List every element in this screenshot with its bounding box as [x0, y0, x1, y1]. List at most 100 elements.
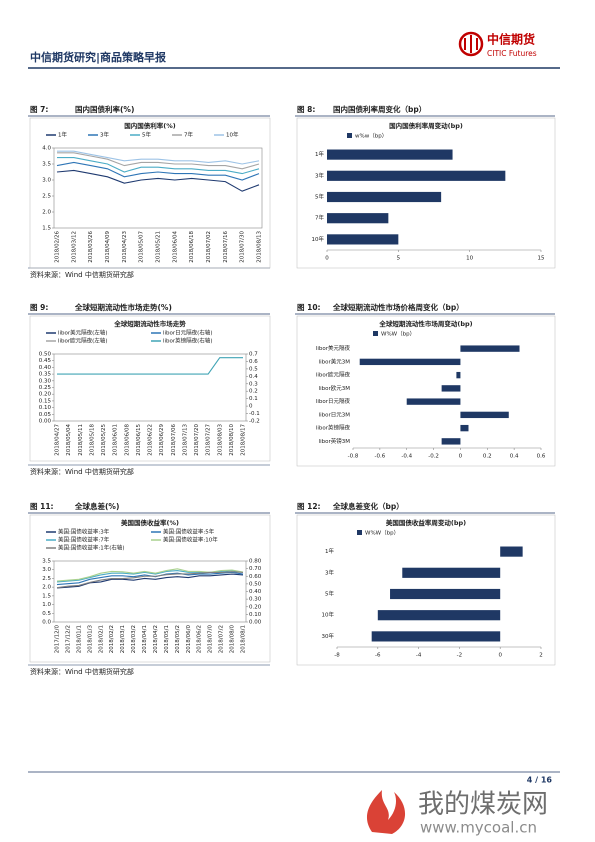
- category-label: libor美元隔夜: [316, 344, 351, 352]
- x-tick-label: 2018/06/0: [186, 625, 192, 654]
- y2-tick-label: 0.6: [249, 359, 258, 365]
- x-tick-label: 2018/04/2: [153, 625, 159, 653]
- x-tick-label: 5: [397, 256, 401, 262]
- category-label: libor日元3M: [319, 411, 351, 418]
- y-tick-label: 2.0: [42, 585, 51, 591]
- x-tick-label: 2018/06/04: [172, 231, 178, 263]
- category-label: 5年: [315, 193, 324, 201]
- y-tick-label: 0.0: [42, 620, 51, 626]
- header-title: 中信期货研究|商品策略早报: [30, 50, 167, 64]
- x-tick-label: -0.4: [401, 454, 412, 460]
- x-tick-label: 2018/06/15: [136, 424, 142, 456]
- x-tick-label: 2018/08/10: [229, 424, 235, 456]
- category-label: libor欧元3M: [319, 384, 351, 392]
- x-tick-label: 2018/02/26: [55, 231, 61, 263]
- logo-cn: 中信期货: [487, 32, 535, 47]
- x-tick-label: 2018/07/20: [194, 424, 200, 456]
- x-tick-label: 0.2: [483, 454, 492, 460]
- page-number: 4 / 16: [527, 776, 553, 785]
- bar: [390, 588, 501, 600]
- x-tick-label: 2018/01/3: [87, 625, 93, 654]
- x-tick-label: 2018/06/01: [113, 424, 119, 456]
- y-tick-label: 1.5: [42, 593, 51, 599]
- y2-tick-label: 0.5: [249, 366, 258, 372]
- legend-label: w%w（bp）: [355, 133, 387, 140]
- x-tick-label: 2018/02/2: [109, 625, 115, 653]
- legend-label: 7年: [184, 131, 193, 139]
- legend-label: 美国:国债收益率:1年(右轴): [58, 544, 125, 552]
- x-tick-label: 2018/08/17: [241, 424, 247, 456]
- y-tick-label: 3.5: [42, 559, 51, 565]
- plot-frame: [53, 560, 247, 623]
- watermark-url: www.mycoal.cn: [420, 819, 537, 837]
- bar: [327, 149, 453, 160]
- plot-frame: [53, 353, 247, 422]
- x-tick-label: 2018/05/11: [78, 424, 84, 456]
- bar: [460, 424, 469, 432]
- y2-tick-label: 0.1: [249, 396, 258, 402]
- y2-tick-label: 0.70: [249, 566, 262, 572]
- x-tick-label: 2018/04/1: [142, 625, 148, 653]
- y-tick-label: 3.0: [42, 178, 51, 184]
- chart-title: 国内国债利率(%): [124, 121, 175, 130]
- bar: [460, 345, 520, 352]
- x-tick-label: 2018/05/07: [139, 231, 145, 263]
- logo-en: CITIC Futures: [487, 49, 537, 58]
- category-label: 3年: [325, 568, 334, 576]
- legend-label: 美国:国债收益率:7年: [58, 536, 110, 544]
- y-tick-label: 0.05: [39, 412, 52, 418]
- x-tick-label: 2018/05/18: [89, 424, 95, 456]
- figure-title: 国内国债利率(%): [75, 104, 134, 114]
- bar: [441, 385, 461, 392]
- bar: [441, 438, 461, 445]
- bar: [377, 610, 501, 621]
- legend-label: W%W（bp）: [381, 331, 415, 338]
- x-tick-label: 2018/08/03: [217, 424, 223, 456]
- chart-frame: [296, 315, 556, 467]
- figure-title: 全球短期流动性市场价格周变化（bp）: [332, 302, 464, 312]
- x-tick-label: 2018/06/18: [189, 231, 195, 263]
- y2-tick-label: 0.7: [249, 352, 258, 358]
- y2-tick-label: 0.60: [249, 574, 262, 580]
- y-tick-label: 0.30: [39, 378, 52, 384]
- legend-label: libor美元隔夜(左轴): [58, 329, 107, 337]
- x-tick-label: 2018/06/08: [124, 424, 130, 456]
- y-tick-label: 0.20: [39, 392, 52, 398]
- x-tick-label: 2018/04/09: [105, 231, 111, 263]
- category-label: libor英镑3M: [319, 437, 351, 445]
- legend-label: W%W（bp）: [365, 530, 399, 537]
- category-label: libor英镑隔夜: [316, 424, 351, 432]
- x-tick-label: 2018/03/26: [88, 231, 94, 263]
- x-tick-label: 2018/04/27: [55, 424, 61, 456]
- category-label: 5年: [325, 590, 334, 598]
- legend-label: 5年: [142, 131, 151, 139]
- chart-frame: [29, 315, 271, 462]
- figure-title: 国内国债利率周变化（bp）: [333, 104, 426, 114]
- x-tick-label: 2018/01/1: [76, 625, 82, 653]
- y-tick-label: 0.40: [39, 365, 52, 371]
- x-tick-label: -6: [375, 653, 381, 659]
- figure-label: 图 10:: [297, 303, 321, 312]
- y2-tick-label: 0.3: [249, 381, 258, 387]
- y-tick-label: 0.10: [39, 405, 52, 411]
- legend-label: 10年: [226, 131, 239, 139]
- category-label: 10年: [312, 235, 325, 243]
- y2-tick-label: 0.4: [249, 374, 258, 380]
- chart-title: 全球短期流动性市场周变动(bp): [378, 319, 472, 328]
- x-tick-label: 2018/08/0: [230, 625, 236, 654]
- figure-source: 资料来源：Wind 中信期货研究部: [30, 667, 134, 676]
- y-tick-label: 3.5: [42, 162, 51, 168]
- bar: [406, 398, 461, 405]
- legend-label: 美国:国债收益率:5年: [163, 528, 215, 536]
- category-label: 3年: [315, 171, 324, 179]
- category-label: 1年: [315, 150, 324, 158]
- x-tick-label: 2018/07/0: [208, 625, 214, 654]
- category-label: libor日元隔夜: [316, 397, 351, 405]
- x-tick-label: -0.8: [348, 454, 359, 460]
- y-tick-label: 3.0: [42, 567, 51, 573]
- y-tick-label: 2.5: [42, 576, 51, 582]
- x-tick-label: 2017/12/0: [55, 625, 61, 654]
- x-tick-label: 2018/05/25: [101, 424, 107, 456]
- bar: [500, 546, 523, 557]
- x-tick-label: 2018/05/04: [66, 424, 72, 456]
